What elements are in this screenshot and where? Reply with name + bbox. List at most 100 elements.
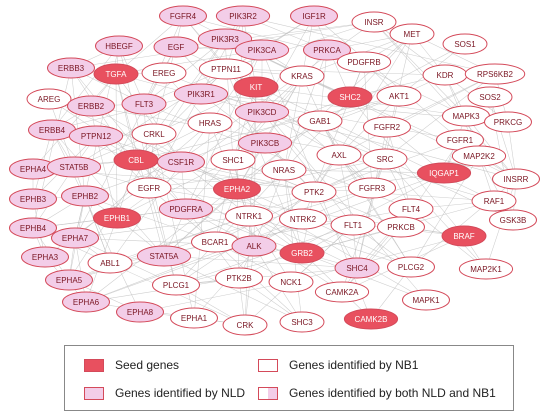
gene-node-epha5: EPHA5 <box>45 269 93 291</box>
gene-node-shape <box>334 257 380 279</box>
gene-node-axl: AXL <box>316 144 362 166</box>
gene-node-shape <box>47 57 95 79</box>
gene-node-ntrk2: NTRK2 <box>279 208 327 230</box>
gene-node-camk2a: CAMK2A <box>314 281 370 303</box>
gene-node-hras: HRAS <box>187 112 233 134</box>
gene-node-cbl: CBL <box>113 149 159 171</box>
gene-node-shape <box>46 156 102 178</box>
gene-node-label: EPHA8 <box>127 308 154 317</box>
gene-node-shape <box>377 216 425 238</box>
gene-node-shape <box>136 245 192 267</box>
gene-node-shape <box>152 274 200 296</box>
gene-node-shape <box>234 39 290 61</box>
gene-node-label: BCAR1 <box>202 238 229 247</box>
gene-node-prkca: PRKCA <box>303 39 351 61</box>
gene-node-label: STAT5B <box>59 163 88 172</box>
gene-node-bcar1: BCAR1 <box>191 231 239 253</box>
legend-box: Seed genes Genes identified by NB1 Genes… <box>64 345 514 411</box>
gene-node-label: CAMK2B <box>355 315 388 324</box>
gene-node-pik3cb: PIK3CB <box>237 132 293 154</box>
gene-node-flt3: FLT3 <box>121 93 167 115</box>
gene-node-label: NRAS <box>273 166 295 175</box>
gene-node-label: PLCG1 <box>163 281 190 290</box>
gene-node-label: EPHA1 <box>181 314 208 323</box>
gene-node-sos2: SOS2 <box>467 86 513 108</box>
network-edge <box>163 255 358 269</box>
gene-node-shc3: SHC3 <box>279 311 325 333</box>
gene-node-shape <box>442 33 488 55</box>
gene-node-ephb1: EPHB1 <box>93 207 141 229</box>
gene-node-shape <box>51 227 99 249</box>
gene-node-label: SHC2 <box>339 93 361 102</box>
gene-node-shape <box>153 36 199 58</box>
gene-node-nck1: NCK1 <box>268 271 314 293</box>
gene-node-igf1r: IGF1R <box>290 5 338 27</box>
legend-label-nb1: Genes identified by NB1 <box>289 358 419 372</box>
gene-node-shape <box>87 252 133 274</box>
gene-node-iqgap1: IQGAP1 <box>416 162 472 184</box>
gene-node-label: EPHB4 <box>20 224 47 233</box>
gene-node-pik3ca: PIK3CA <box>234 39 290 61</box>
network-edge <box>153 86 257 135</box>
gene-node-shape <box>237 132 293 154</box>
gene-node-shape <box>279 208 327 230</box>
network-edge <box>148 187 177 286</box>
gene-node-epha6: EPHA6 <box>62 291 110 313</box>
gene-node-shape <box>121 93 167 115</box>
gene-node-label: FLT3 <box>135 100 154 109</box>
gene-node-shape <box>141 62 187 84</box>
network-edge <box>341 226 402 293</box>
gene-node-ptk2b: PTK2B <box>215 267 263 289</box>
gene-node-areg: AREG <box>26 88 72 110</box>
gene-node-label: PIK3R3 <box>211 35 239 44</box>
gene-node-label: EPHB1 <box>104 214 131 223</box>
gene-node-shape <box>62 291 110 313</box>
legend-label-seed: Seed genes <box>115 358 180 372</box>
gene-node-shape <box>451 145 507 167</box>
gene-node-shape <box>21 246 69 268</box>
network-edge <box>95 135 118 219</box>
gene-node-label: FGFR4 <box>170 12 197 21</box>
gene-node-epha3: EPHA3 <box>21 246 69 268</box>
gene-node-label: CRKL <box>143 130 165 139</box>
legend-label-both: Genes identified by both NLD and NB1 <box>289 386 496 400</box>
network-edge <box>386 126 412 210</box>
gene-node-shape <box>279 65 325 87</box>
gene-node-ephb4: EPHB4 <box>9 217 57 239</box>
gene-node-tgfa: TGFA <box>93 63 139 85</box>
gene-node-gsk3b: GSK3B <box>489 209 537 231</box>
legend-swatch-nb1 <box>258 358 278 372</box>
gene-node-flt4: FLT4 <box>388 198 434 220</box>
gene-node-label: EPHA6 <box>73 298 100 307</box>
gene-node-shape <box>402 289 450 311</box>
gene-node-epha8: EPHA8 <box>116 301 164 323</box>
network-edge <box>85 218 304 303</box>
gene-node-shape <box>376 85 422 107</box>
gene-node-label: EPHA2 <box>224 185 251 194</box>
network-edge <box>74 215 250 239</box>
gene-node-pdgfra: PDGFRA <box>158 198 214 220</box>
gene-node-shape <box>484 111 532 133</box>
gene-node-label: AXL <box>331 151 347 160</box>
gene-node-label: NTRK1 <box>236 212 263 221</box>
gene-node-shape <box>213 178 261 200</box>
network-edge <box>74 237 87 303</box>
gene-node-shape <box>458 258 514 280</box>
gene-node-shape <box>362 148 408 170</box>
gene-node-rps6kb2: RPS6KB2 <box>464 63 526 85</box>
network-edge <box>232 86 257 161</box>
gene-node-label: AREG <box>38 95 61 104</box>
gene-node-pdgfrb: PDGFRB <box>336 51 392 73</box>
gene-node-label: MAPK1 <box>412 296 440 305</box>
gene-node-prkcg: PRKCG <box>484 111 532 133</box>
gene-node-mapk1: MAPK1 <box>402 289 450 311</box>
gene-node-label: EPHA4 <box>20 165 47 174</box>
network-edge <box>236 188 240 279</box>
gene-node-label: FGFR1 <box>447 136 474 145</box>
gene-node-label: INSR <box>364 18 383 27</box>
network-edge <box>115 73 182 163</box>
gene-node-shape <box>316 144 362 166</box>
network-edge <box>225 21 375 70</box>
gene-node-shape <box>387 256 435 278</box>
gene-node-shape <box>416 162 472 184</box>
